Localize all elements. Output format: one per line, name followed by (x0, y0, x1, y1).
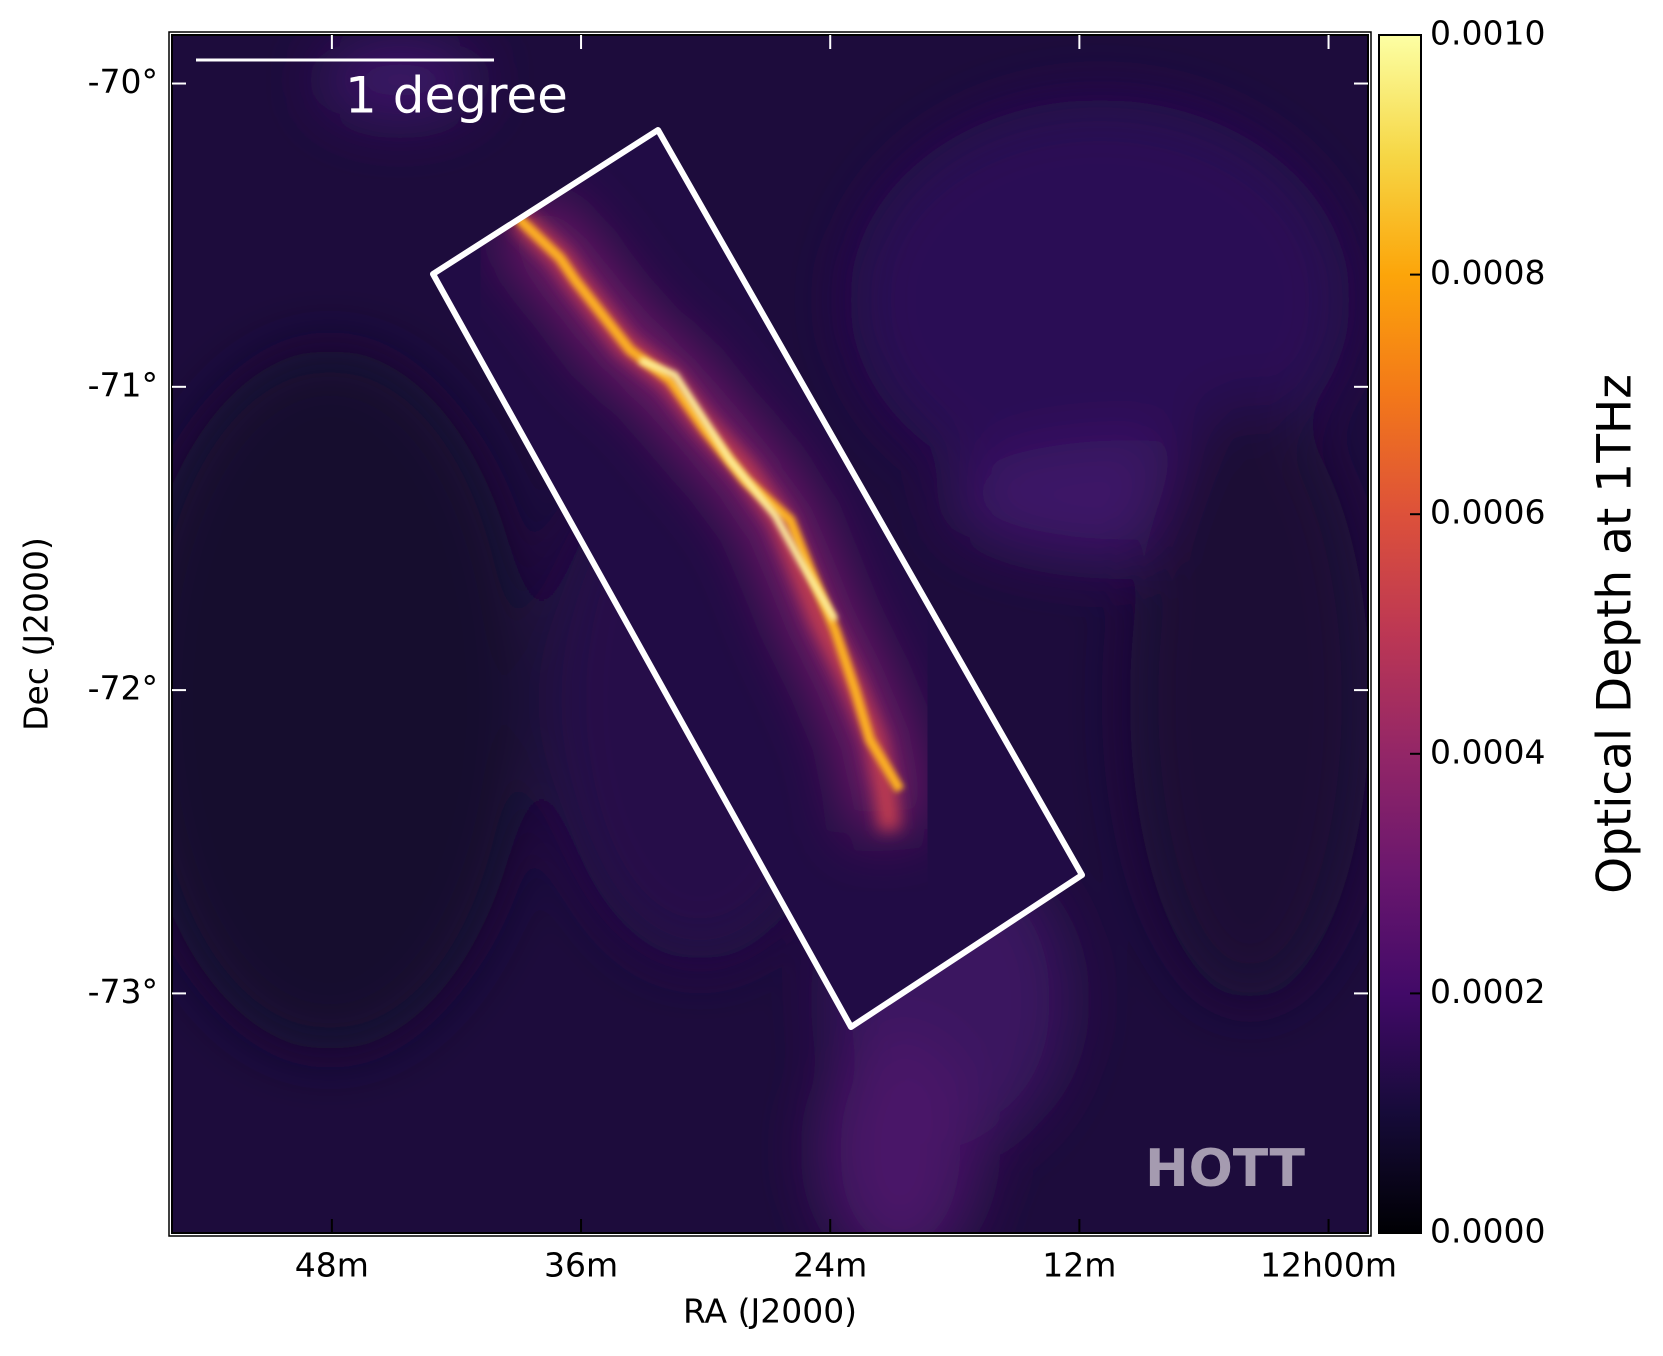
colorbar-label: Optical Depth at 1THz (1588, 374, 1643, 894)
survey-region (433, 130, 1082, 1027)
colorbar-tick-label: 0.0004 (1430, 732, 1545, 771)
y-tick-label: -72° (88, 669, 158, 708)
colorbar-tick-label: 0.0010 (1430, 14, 1545, 53)
y-tick-label: -73° (88, 972, 158, 1011)
y-tick-label: -71° (88, 365, 158, 404)
filament-peak (638, 356, 839, 622)
nebula-blob (1130, 400, 1368, 1000)
survey-outline (430, 127, 1085, 1030)
x-tick-label: 12h00m (1260, 1246, 1397, 1285)
plot-frame (171, 34, 1369, 1234)
colorbar-tick-label: 0.0006 (1430, 493, 1545, 532)
map-image (172, 35, 1368, 1233)
x-tick-label: 12m (1042, 1246, 1116, 1285)
colorbar-tick-label: 0.0000 (1430, 1212, 1545, 1251)
nebula-blob (850, 100, 1350, 500)
map-layer (172, 35, 1368, 1233)
colorbar (1378, 34, 1422, 1234)
colorbar-tick-label: 0.0002 (1430, 972, 1545, 1011)
y-tick-label: -70° (88, 62, 158, 101)
y-axis-label: Dec (J2000) (17, 537, 56, 731)
nebula-blob (172, 350, 530, 1050)
watermark: HOTT (1145, 1139, 1305, 1199)
x-tick-label: 36m (544, 1246, 618, 1285)
colorbar-tick-label: 0.0008 (1430, 253, 1545, 292)
scale-bar-label: 1 degree (345, 67, 568, 125)
x-tick-label: 48m (295, 1246, 369, 1285)
x-tick-label: 24m (793, 1246, 867, 1285)
x-axis-label: RA (J2000) (683, 1292, 857, 1331)
nebula-blob (820, 1030, 980, 1233)
plot-frame-outer (168, 31, 1372, 1237)
